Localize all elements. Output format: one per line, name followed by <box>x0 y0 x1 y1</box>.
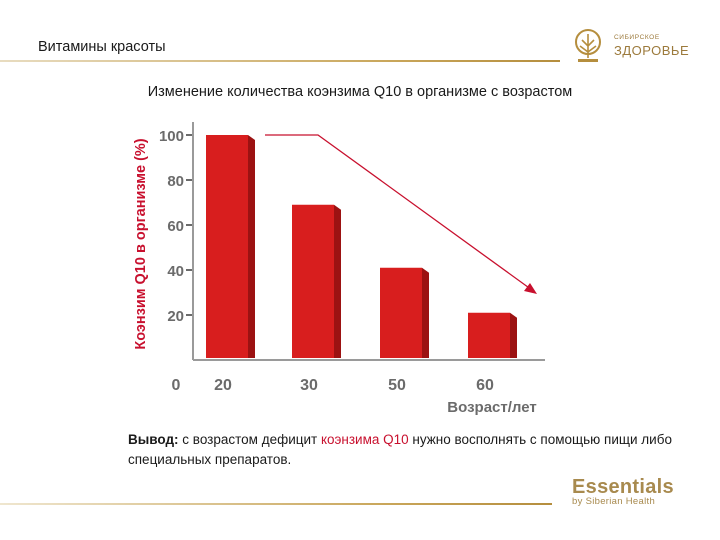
x-axis-label: Возраст/лет <box>447 399 536 416</box>
footer-subtitle: by Siberian Health <box>572 496 656 507</box>
x-tick-label: 30 <box>300 377 318 394</box>
header-divider <box>0 60 560 62</box>
siberian-health-logo: Сибирское ЗДОРОВЬЕ <box>570 26 710 70</box>
y-tick-label: 60 <box>167 218 184 235</box>
y-tick-label: 100 <box>159 128 184 145</box>
bar <box>292 204 334 358</box>
y-tick-label: 40 <box>167 263 184 280</box>
y-axis-label: Коэнзим Q10 в организме (%) <box>133 138 149 349</box>
origin-label: 0 <box>172 377 181 394</box>
bar <box>468 312 510 358</box>
footer-brand: Essentials <box>572 476 674 498</box>
tree-emblem-icon <box>575 29 601 62</box>
bar-shade <box>422 267 429 358</box>
bar-shade <box>248 135 255 358</box>
y-tick-label: 20 <box>167 308 184 325</box>
slide-title: Витамины красоты <box>38 39 166 55</box>
bar-shade <box>510 312 517 358</box>
y-tick-label: 80 <box>167 173 184 190</box>
bar-shade <box>334 204 341 358</box>
bar <box>206 135 248 358</box>
essentials-logo: Essentials by Siberian Health <box>572 476 712 507</box>
logo-text-small: Сибирское <box>614 34 660 41</box>
trend-arrow-head <box>524 283 537 294</box>
x-tick-label: 60 <box>476 377 494 394</box>
conclusion-highlight: коэнзима Q10 <box>320 432 409 447</box>
chart-title: Изменение количества коэнзима Q10 в орга… <box>147 84 573 100</box>
conclusion-label: Вывод: <box>128 432 179 447</box>
conclusion-text-part2: нужно восполнять с помощью пищи либо спе… <box>128 432 672 467</box>
bar <box>380 267 422 358</box>
x-tick-label: 20 <box>214 377 232 394</box>
x-tick-label: 50 <box>388 377 406 394</box>
footer-divider <box>0 503 552 505</box>
conclusion-text: Вывод: с возрастом дефицит коэнзима Q10 … <box>128 430 708 470</box>
trend-arrow-line <box>265 134 533 291</box>
logo-text-main: ЗДОРОВЬЕ <box>614 43 690 58</box>
conclusion-text-part1: с возрастом дефицит <box>178 432 321 447</box>
